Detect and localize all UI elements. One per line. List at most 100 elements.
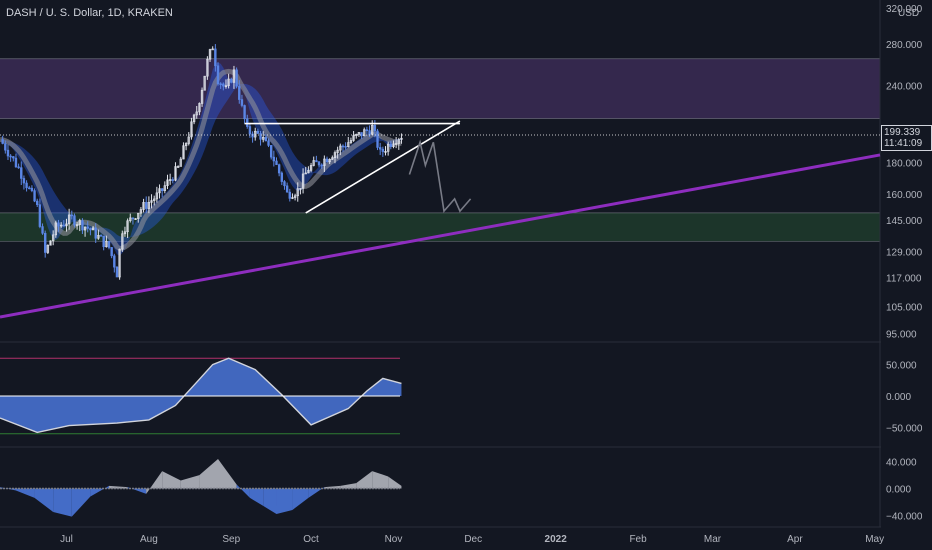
time-tick-label: Dec <box>464 534 482 545</box>
price-tick-label: 240.000 <box>886 81 923 92</box>
candle-body <box>285 185 289 193</box>
candle-body <box>307 170 310 174</box>
candle-body <box>243 105 246 120</box>
oscillator-tick-label: −50.000 <box>886 423 923 434</box>
candle-body <box>134 218 137 220</box>
candle-body <box>33 190 36 202</box>
candle-body <box>262 137 265 140</box>
candle-body <box>73 215 76 226</box>
candle-body <box>152 198 156 201</box>
candle-body <box>160 188 164 191</box>
candle-body <box>323 158 326 166</box>
candle-body <box>264 137 268 142</box>
candle-body <box>67 214 71 225</box>
candle-body <box>22 178 26 184</box>
candle-body <box>190 121 193 138</box>
candle-body <box>333 152 337 158</box>
candle-body <box>254 130 257 138</box>
candle-body <box>59 224 63 227</box>
histogram-bar <box>34 488 54 512</box>
countdown-timer: 11:41:09 <box>884 138 923 149</box>
histogram-bar <box>372 471 389 489</box>
candle-body <box>17 166 20 169</box>
histogram-bar <box>53 488 72 517</box>
histogram-bar <box>71 488 91 517</box>
candle-body <box>174 166 177 181</box>
histogram-tick-label: −40.000 <box>886 511 923 522</box>
candle-body <box>309 165 313 171</box>
price-tick-label: 105.000 <box>886 303 923 314</box>
long-trendline-line <box>0 153 881 319</box>
rising-support-line <box>305 120 461 214</box>
candle-body <box>105 240 108 247</box>
histogram-bar <box>218 459 237 489</box>
oscillator-line <box>0 357 402 434</box>
candle-body <box>168 179 172 181</box>
candle-body <box>240 99 244 106</box>
candle-body <box>238 85 241 100</box>
histogram-bar <box>236 484 250 498</box>
candle-body <box>368 130 371 135</box>
candle-body <box>38 204 42 227</box>
candle-body <box>320 164 323 167</box>
candle-body <box>12 156 15 159</box>
candle-body <box>62 224 66 227</box>
time-tick-label: 2022 <box>545 534 568 545</box>
candle-body <box>349 140 353 143</box>
candle-body <box>336 149 339 153</box>
candle-body <box>325 158 329 163</box>
histogram-bar <box>340 483 357 489</box>
candle-body <box>41 226 44 234</box>
candle-body <box>139 209 143 214</box>
candle-body <box>6 149 10 157</box>
current-price-value: 199.339 <box>884 127 921 138</box>
candle-body <box>288 191 291 199</box>
candle-body <box>1 139 4 144</box>
candle-body <box>142 202 145 210</box>
candlestick-series <box>1 44 403 280</box>
candle-body <box>277 164 281 174</box>
candle-body <box>102 235 105 247</box>
candle-body <box>182 145 185 160</box>
candle-body <box>224 85 228 87</box>
oscillator-pane <box>0 357 402 435</box>
candle-body <box>184 143 188 147</box>
histogram-bar <box>263 488 277 514</box>
candle-body <box>110 247 113 257</box>
candle-body <box>269 145 273 158</box>
candle-body <box>275 160 278 165</box>
candle-body <box>347 142 350 148</box>
candle-body <box>150 200 153 203</box>
price-tick-label: 280.000 <box>886 40 923 51</box>
candle-body <box>46 244 50 253</box>
candle-body <box>392 143 395 147</box>
time-tick-label: Feb <box>629 534 647 545</box>
candle-body <box>54 222 58 236</box>
time-tick-label: Mar <box>704 534 722 545</box>
oscillator-area <box>0 358 402 433</box>
price-tick-label: 160.000 <box>886 190 923 201</box>
candle-body <box>378 147 382 150</box>
candle-body <box>219 83 222 86</box>
candle-body <box>43 232 47 253</box>
projection-path <box>408 139 472 213</box>
candle-body <box>57 222 60 227</box>
candle-body <box>283 181 286 187</box>
candle-body <box>113 255 116 268</box>
candle-body <box>360 132 363 137</box>
candle-body <box>25 182 28 189</box>
candle-body <box>171 179 175 181</box>
candle-body <box>227 78 230 86</box>
candle-body <box>94 227 97 239</box>
histogram-bar <box>146 471 163 494</box>
drawn-lines <box>0 120 881 319</box>
candle-body <box>304 172 307 175</box>
oscillator-tick-label: 50.000 <box>886 361 917 372</box>
price-tick-label: 95.000 <box>886 329 917 340</box>
time-tick-label: Aug <box>140 534 158 545</box>
candle-body <box>51 234 55 242</box>
candle-body <box>176 166 180 168</box>
candle-body <box>328 158 331 163</box>
time-tick-label: Oct <box>303 534 319 545</box>
